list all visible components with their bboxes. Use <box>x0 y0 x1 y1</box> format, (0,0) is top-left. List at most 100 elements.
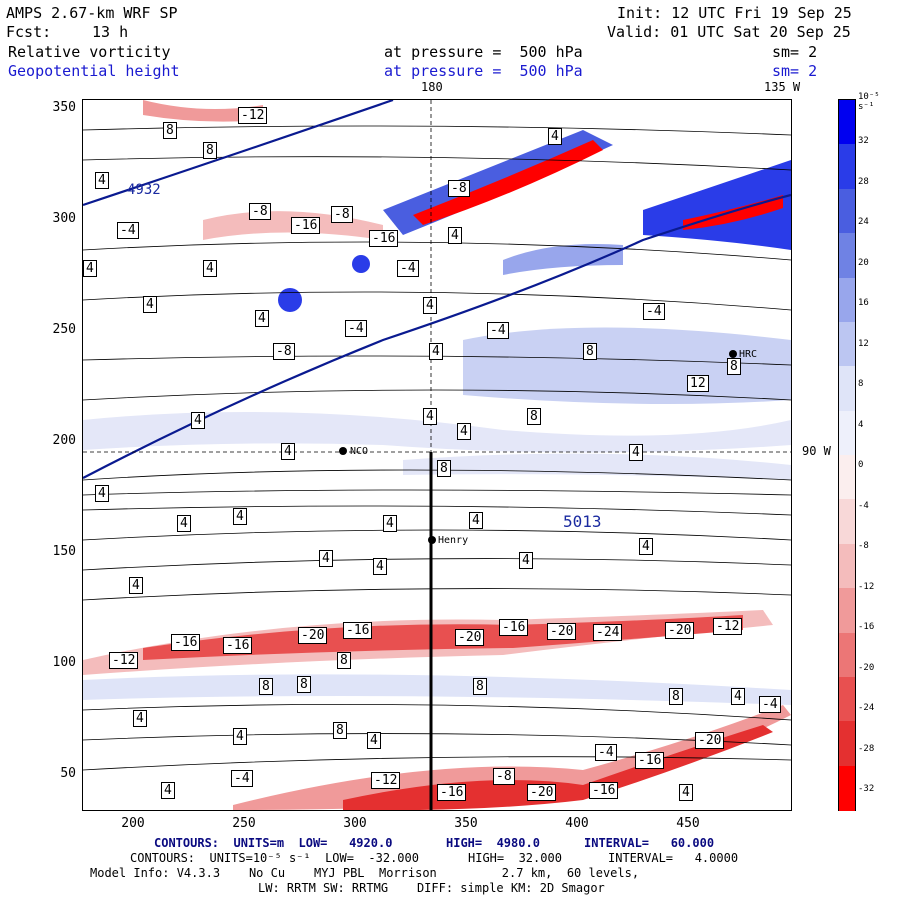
map-plot-area: 8 -12 4 8 4 4 4 -4 -8 -16 -8 -16 -4 4 -4… <box>82 99 792 811</box>
contour-label: -8 <box>273 343 295 360</box>
field2-smoothing: sm= 2 <box>772 62 818 80</box>
contour-label: 8 <box>297 676 311 693</box>
contour-label: 4 <box>679 784 693 801</box>
station-marker <box>729 350 737 358</box>
contour-label: 4 <box>423 297 437 314</box>
vorticity-shade <box>83 412 791 453</box>
colorbar-tick-label: -4 <box>858 500 869 511</box>
contour-label: -8 <box>493 768 515 785</box>
field1-name: Relative vorticity <box>8 43 171 61</box>
contour-label: -4 <box>397 260 419 277</box>
field2-name: Geopotential height <box>8 62 180 80</box>
colorbar-swatch <box>839 321 855 367</box>
contour-label: -4 <box>345 320 367 337</box>
x-tick-label: 450 <box>676 816 700 831</box>
footer-physics-info: LW: RRTM SW: RRTMG DIFF: simple KM: 2D S… <box>258 881 605 895</box>
field1-smoothing: sm= 2 <box>772 43 818 61</box>
longitude-label-90w: 90 W <box>802 444 831 458</box>
contour-label: -4 <box>231 770 253 787</box>
colorbar-tick-label: -12 <box>858 581 875 592</box>
x-tick-label: 350 <box>454 816 478 831</box>
valid-time: Valid: 01 UTC Sat 20 Sep 25 <box>607 23 851 41</box>
contour-label: -4 <box>595 744 617 761</box>
colorbar-swatch <box>839 499 855 545</box>
contour-label: -20 <box>298 627 328 644</box>
footer-model-info: Model Info: V4.3.3 No Cu MYJ PBL Morriso… <box>90 866 640 880</box>
station-label-henry: Henry <box>438 535 469 546</box>
contour-label: 4 <box>548 128 562 145</box>
contour-label: 8 <box>527 408 541 425</box>
colorbar-tick-label: 4 <box>858 419 864 430</box>
footer-height-contours: CONTOURS: UNITS=m LOW= 4920.0 <box>154 836 393 850</box>
contour-label: 4 <box>203 260 217 277</box>
y-tick-label: 200 <box>52 433 76 448</box>
colorbar-tick-label: -8 <box>858 541 869 551</box>
colorbar <box>838 99 856 811</box>
contour-label: 4 <box>639 538 653 555</box>
x-tick-label: 300 <box>343 816 367 831</box>
contour-label: 8 <box>669 688 683 705</box>
contour-label: 4 <box>423 408 437 425</box>
y-tick-label: 300 <box>52 211 76 226</box>
contour-label: 4 <box>95 485 109 502</box>
x-tick-label: 200 <box>121 816 145 831</box>
colorbar-tick-label: 0 <box>858 460 864 470</box>
contour-label: 8 <box>203 142 217 159</box>
y-tick-label: 250 <box>52 322 76 337</box>
colorbar-swatch <box>839 588 855 633</box>
contour-label: 8 <box>727 358 741 375</box>
contour-label: 8 <box>259 678 273 695</box>
contour-label: 4 <box>95 172 109 189</box>
contour-label: -24 <box>593 624 623 641</box>
colorbar-swatch <box>839 410 855 456</box>
colorbar-swatch <box>839 721 855 767</box>
contour-label: 8 <box>337 652 351 669</box>
colorbar-swatch <box>839 632 855 678</box>
contour-label: 4 <box>191 412 205 429</box>
contour-label: -16 <box>369 230 399 247</box>
contour-label: -20 <box>695 732 725 749</box>
colorbar-tick-label: 16 <box>858 298 869 308</box>
contour-label: -4 <box>643 303 665 320</box>
contour-label: 4 <box>383 515 397 532</box>
contour-label: -4 <box>117 222 139 239</box>
contour-label: 4 <box>457 423 471 440</box>
contour-label: 4 <box>469 512 483 529</box>
colorbar-swatch <box>839 455 855 500</box>
footer-vorticity-high: HIGH= 32.000 <box>468 851 562 865</box>
contour-label: 4 <box>448 227 462 244</box>
contour-label: 8 <box>333 722 347 739</box>
contour-label: -20 <box>547 623 577 640</box>
contour-label: -12 <box>371 772 401 789</box>
colorbar-swatch <box>839 765 855 811</box>
station-marker <box>428 536 436 544</box>
colorbar-swatch <box>839 676 855 722</box>
colorbar-swatch <box>839 233 855 278</box>
vorticity-shade <box>143 100 263 122</box>
colorbar-tick-label: 20 <box>858 257 869 268</box>
contour-label: -16 <box>223 637 253 654</box>
geopotential-contour-4920 <box>83 100 394 207</box>
contour-label: 4 <box>373 558 387 575</box>
contour-label: -12 <box>238 107 268 124</box>
contour-label: -4 <box>487 322 509 339</box>
contour-label: -12 <box>713 618 743 635</box>
forecast-hour: 13 h <box>92 23 129 41</box>
longitude-label-135w: 135 W <box>764 80 801 94</box>
contour-label: 4 <box>83 260 97 277</box>
footer-height-high: HIGH= 4980.0 <box>446 836 540 850</box>
geopotential-height-value: 5013 <box>563 512 602 531</box>
contour-label: 4 <box>177 515 191 532</box>
init-time: Init: 12 UTC Fri 19 Sep 25 <box>617 4 852 22</box>
field1-level: at pressure = 500 hPa <box>384 43 583 61</box>
vorticity-shade <box>278 288 302 312</box>
field2-level: at pressure = 500 hPa <box>384 62 583 80</box>
contour-label: -4 <box>759 696 781 713</box>
colorbar-swatch <box>839 543 855 589</box>
colorbar-tick-label: -24 <box>858 703 875 713</box>
contour-label: -16 <box>499 619 529 636</box>
forecast-label: Fcst: <box>6 23 52 41</box>
footer-height-interval: INTERVAL= 60.000 <box>584 836 715 850</box>
contour-label: -16 <box>171 634 201 651</box>
contour-label: 8 <box>583 343 597 360</box>
